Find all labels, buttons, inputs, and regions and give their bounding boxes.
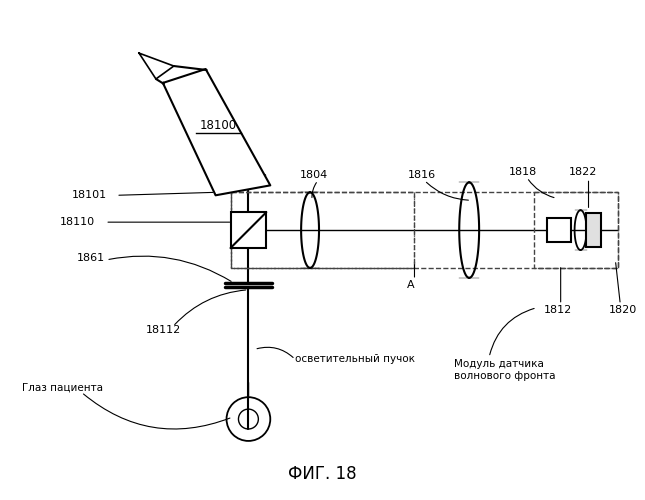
Text: Модуль датчика
волнового фронта: Модуль датчика волнового фронта — [454, 360, 556, 381]
Bar — [230, 212, 266, 248]
Bar — [547, 218, 571, 242]
Bar — [534, 192, 619, 268]
Text: 1812: 1812 — [544, 304, 572, 314]
Text: 18110: 18110 — [59, 217, 95, 227]
Text: 1861: 1861 — [76, 253, 104, 263]
Text: 1818: 1818 — [509, 168, 537, 177]
Text: ФИГ. 18: ФИГ. 18 — [288, 465, 356, 483]
Text: осветительный пучок: осветительный пучок — [295, 354, 415, 364]
Text: 1820: 1820 — [608, 304, 637, 314]
Text: 18100: 18100 — [200, 118, 237, 132]
Polygon shape — [139, 53, 174, 79]
Text: 18101: 18101 — [72, 190, 106, 200]
Text: 18112: 18112 — [146, 324, 181, 334]
Text: 1822: 1822 — [569, 168, 597, 177]
Text: 1816: 1816 — [408, 170, 435, 180]
Bar — [230, 192, 619, 268]
Text: A: A — [406, 280, 414, 290]
Text: 1804: 1804 — [300, 170, 328, 180]
Bar — [586, 213, 601, 247]
Bar — [230, 192, 415, 268]
Polygon shape — [163, 69, 270, 196]
Text: Глаз пациента: Глаз пациента — [22, 382, 103, 392]
